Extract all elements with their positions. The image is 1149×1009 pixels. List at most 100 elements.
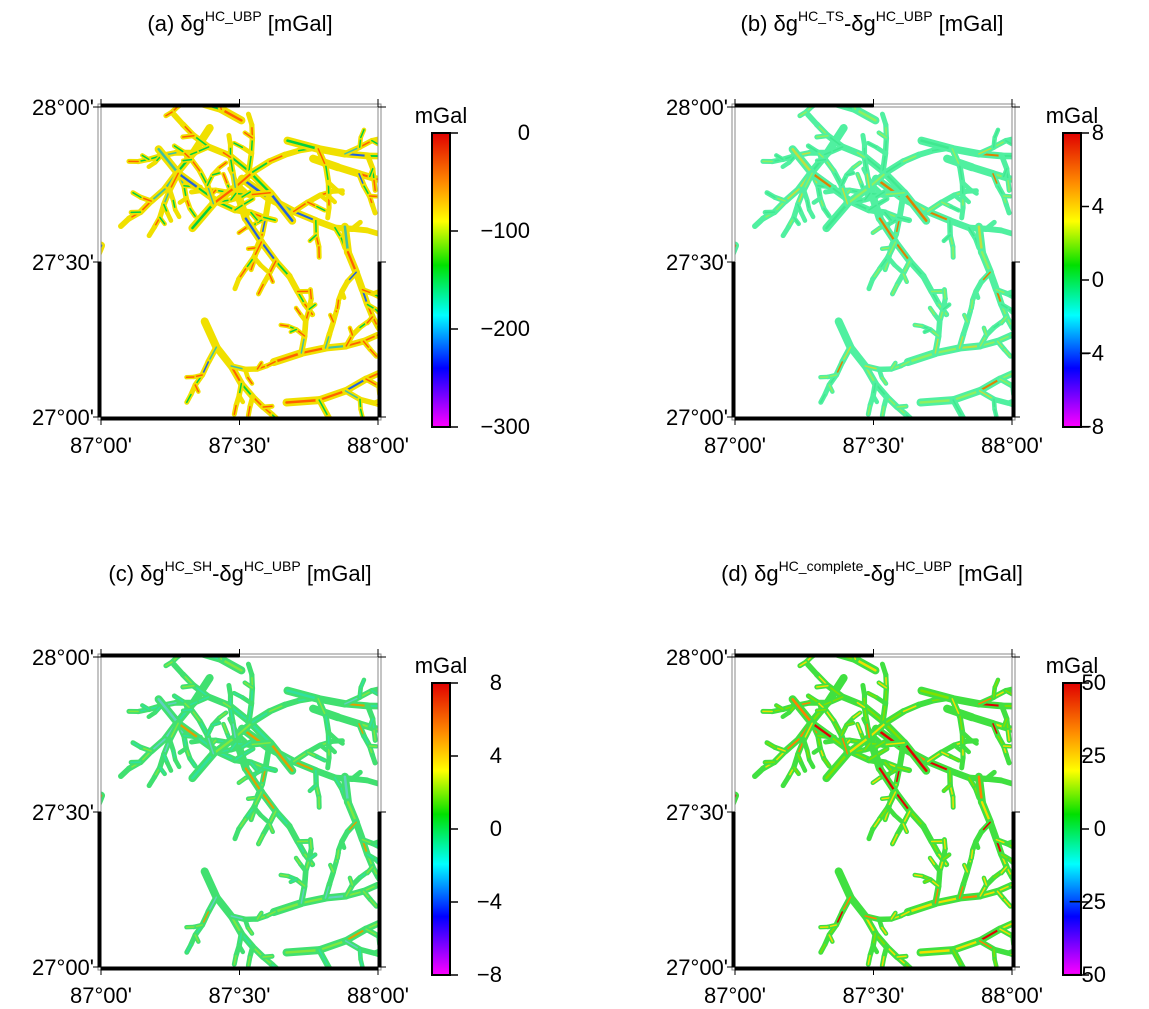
drainage (955, 979, 959, 988)
drainage (279, 874, 289, 877)
panel-title: (b) δgHC_TS-δgHC_UBP [mGal] (741, 8, 1004, 36)
drainage (186, 393, 192, 404)
drainage (206, 734, 215, 755)
drainage (195, 84, 199, 93)
drainage (253, 791, 263, 808)
drainage (713, 850, 716, 864)
drainage (926, 751, 943, 763)
drainage (847, 85, 851, 96)
drainage (1024, 328, 1034, 332)
drainage (897, 216, 910, 221)
drainage (800, 94, 807, 98)
drainage (75, 864, 79, 875)
drainage (799, 637, 808, 645)
drainage (1040, 183, 1047, 186)
drainage (715, 285, 720, 301)
drainage (1005, 204, 1010, 214)
drainage (321, 979, 325, 988)
drainage (404, 707, 411, 714)
drainage (707, 875, 709, 885)
drainage (389, 942, 396, 949)
drainage (721, 858, 727, 864)
drainage (825, 626, 829, 633)
drainage (416, 366, 428, 368)
drainage (417, 188, 427, 189)
drainage (81, 850, 87, 858)
drainage (837, 640, 844, 642)
drainage (882, 152, 887, 172)
drainage (699, 286, 708, 289)
drainage (263, 766, 276, 771)
drainage (1018, 368, 1035, 370)
drainage (872, 227, 881, 234)
drainage (963, 864, 969, 873)
drainage (703, 875, 709, 879)
lat-label: 28°00' (666, 645, 728, 670)
colorbar-label: mGal (1046, 103, 1099, 128)
lon-label: 87°00' (70, 983, 132, 1008)
drainage (344, 378, 368, 392)
drainage (1030, 164, 1039, 168)
drainage (1040, 733, 1047, 736)
drainage (793, 766, 800, 775)
drainage (1040, 183, 1047, 186)
drainage (368, 718, 374, 728)
drainage (328, 195, 336, 203)
drainage (141, 704, 150, 711)
drainage (807, 145, 818, 153)
drainage (1031, 741, 1036, 748)
drainage (951, 148, 961, 168)
drainage (148, 776, 155, 787)
drainage (371, 204, 376, 214)
drainage (1015, 848, 1021, 853)
lon-label: 87°30' (843, 983, 905, 1008)
drainage (1018, 368, 1035, 370)
drainage (1019, 407, 1028, 411)
drainage (872, 944, 878, 953)
drainage (978, 940, 995, 951)
drainage (366, 866, 374, 874)
drainage (709, 835, 720, 837)
colorbar-tick-label: −50 (1069, 962, 1106, 987)
drainage (689, 833, 696, 838)
drainage (1023, 392, 1030, 399)
drainage (241, 741, 252, 748)
drainage (271, 414, 276, 417)
drainage (279, 324, 289, 327)
drainage (785, 74, 792, 80)
title-part: HC_UBP (876, 8, 933, 24)
drainage (373, 179, 376, 192)
drainage (274, 260, 291, 278)
drainage (286, 139, 320, 151)
drainage (1035, 368, 1050, 369)
drainage (173, 145, 184, 153)
drainage (833, 643, 837, 654)
drainage (151, 624, 158, 630)
drainage (385, 957, 394, 961)
drainage (199, 86, 202, 92)
drainage (211, 75, 214, 85)
drainage (397, 191, 402, 198)
colorbar-label: mGal (1046, 653, 1099, 678)
drainage (1027, 182, 1040, 186)
drainage (166, 94, 173, 98)
drainage (64, 277, 71, 279)
drainage (159, 766, 166, 775)
drainage (203, 640, 210, 642)
drainage (816, 158, 827, 162)
drainage (1040, 733, 1047, 736)
drainage (75, 835, 86, 837)
drainage (833, 93, 837, 104)
drainage (369, 898, 378, 907)
drainage (973, 430, 983, 432)
drainage (823, 757, 830, 767)
drainage (976, 993, 979, 1001)
drainage (318, 939, 347, 952)
drainage (1035, 359, 1039, 368)
drainage (406, 737, 417, 739)
drainage (686, 844, 693, 847)
drainage (698, 827, 705, 829)
drainage (713, 300, 716, 314)
drainage (339, 430, 345, 443)
drainage (973, 430, 979, 443)
